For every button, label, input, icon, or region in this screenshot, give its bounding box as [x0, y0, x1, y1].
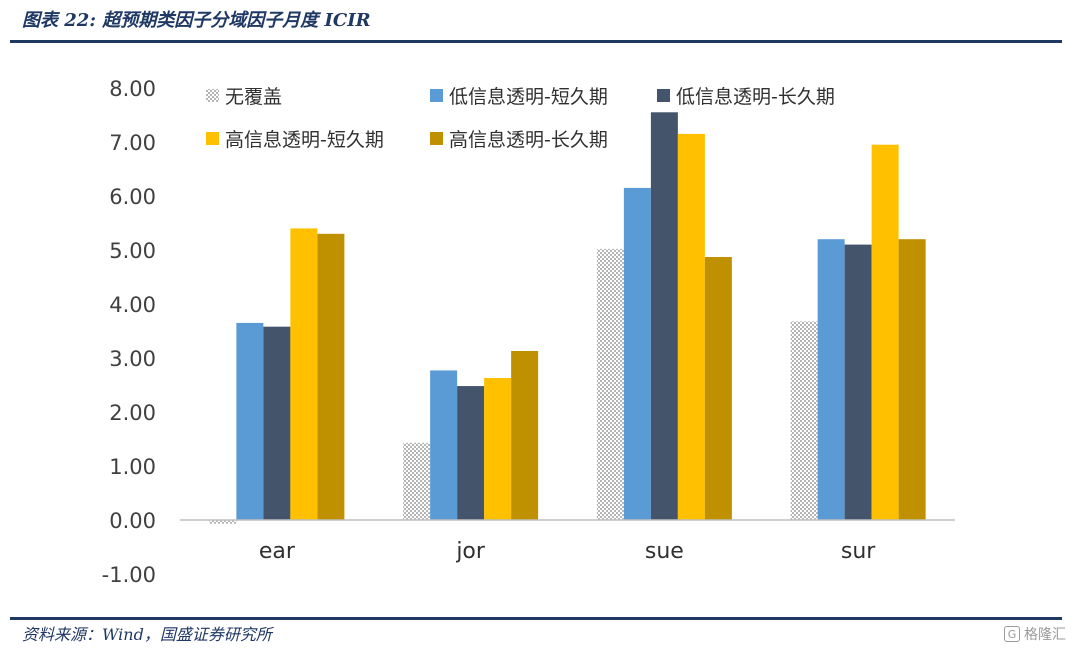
- top-rule: [10, 40, 1062, 43]
- bar-sur-series-5: [898, 239, 926, 520]
- legend-swatch-3: [657, 89, 670, 102]
- y-tick-label: 0.00: [109, 509, 156, 533]
- bar-jor-series-3: [457, 386, 485, 520]
- bar-ear-series-4: [290, 228, 318, 520]
- watermark: G 格隆汇: [1004, 624, 1066, 644]
- y-tick-label: 8.00: [109, 77, 156, 101]
- source-note: 资料来源：Wind，国盛证券研究所: [22, 625, 272, 644]
- legend-swatch-2: [430, 89, 443, 102]
- bar-sur-series-4: [871, 144, 899, 520]
- bars-group: [209, 112, 926, 524]
- y-tick-label: -1.00: [102, 563, 156, 587]
- y-tick-label: 1.00: [109, 455, 156, 479]
- bar-ear-series-2: [236, 322, 264, 520]
- bar-chart: -1.00 0.00 1.00 2.00 3.00 4.00 5.00 6.00 7.00 8.0…: [102, 77, 955, 587]
- y-axis: -1.00 0.00 1.00 2.00 3.00 4.00 5.00 6.00 7.00 8.0…: [102, 77, 156, 587]
- bar-ear-series-3: [263, 326, 291, 520]
- bar-jor-series-2: [430, 370, 458, 520]
- legend-swatch-1: [206, 89, 219, 102]
- bar-sue-series-5: [704, 257, 732, 520]
- y-tick-label: 2.00: [109, 401, 156, 425]
- y-tick-label: 6.00: [109, 185, 156, 209]
- bar-sur-series-1: [790, 321, 818, 520]
- bottom-rule: [10, 617, 1062, 620]
- x-axis: ear jor sue sur: [259, 539, 876, 564]
- bar-jor-series-5: [511, 350, 539, 520]
- legend-label-5: 高信息透明-长久期: [449, 129, 608, 151]
- bar-jor-series-4: [484, 377, 512, 520]
- legend-label-3: 低信息透明-长久期: [676, 86, 835, 108]
- x-tick-label-sue: sue: [645, 539, 684, 564]
- x-tick-label-sur: sur: [841, 539, 876, 564]
- legend-swatch-5: [430, 132, 443, 145]
- legend-label-2: 低信息透明-短久期: [449, 86, 608, 108]
- legend-swatch-4: [206, 132, 219, 145]
- bar-sue-series-4: [677, 133, 705, 520]
- watermark-text: 格隆汇: [1024, 627, 1066, 643]
- bar-sur-series-3: [844, 244, 872, 520]
- watermark-logo-icon: G: [1004, 626, 1020, 642]
- legend-label-4: 高信息透明-短久期: [225, 129, 384, 151]
- x-tick-label-jor: jor: [455, 539, 486, 564]
- bar-ear-series-1: [209, 520, 237, 524]
- bar-sur-series-2: [817, 239, 845, 520]
- bar-sue-series-3: [650, 112, 678, 521]
- y-tick-label: 7.00: [109, 131, 156, 155]
- x-tick-label-ear: ear: [259, 539, 296, 564]
- bar-sue-series-2: [623, 187, 651, 520]
- y-tick-label: 5.00: [109, 239, 156, 263]
- figure-title: 图表 22: 超预期类因子分域因子月度 ICIR: [22, 10, 371, 31]
- bar-ear-series-5: [317, 233, 345, 521]
- bar-jor-series-1: [403, 442, 431, 520]
- bar-sue-series-1: [596, 248, 624, 521]
- y-tick-label: 4.00: [109, 293, 156, 317]
- y-tick-label: 3.00: [109, 347, 156, 371]
- legend-label-1: 无覆盖: [225, 86, 282, 108]
